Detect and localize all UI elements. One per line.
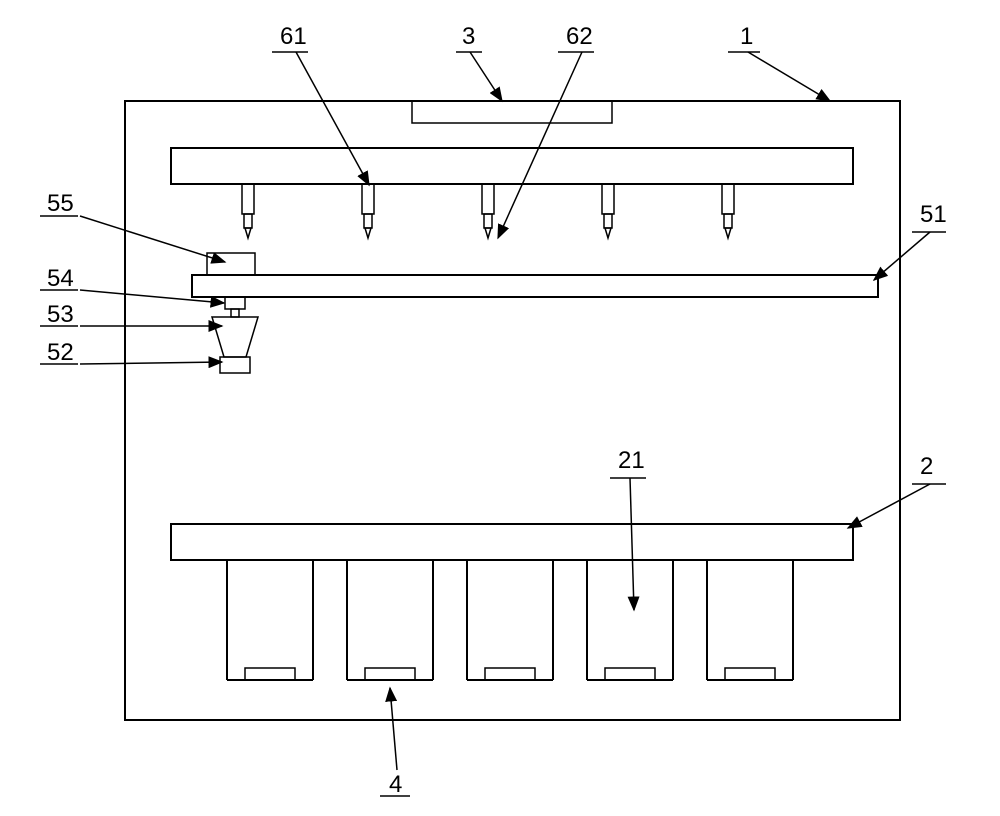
svg-text:53: 53 bbox=[47, 301, 74, 328]
svg-text:21: 21 bbox=[618, 447, 645, 474]
svg-text:61: 61 bbox=[280, 23, 307, 50]
callout-label: 3 bbox=[456, 23, 502, 101]
svg-text:1: 1 bbox=[740, 23, 753, 50]
svg-text:55: 55 bbox=[47, 190, 74, 217]
top-inset-bar bbox=[412, 101, 612, 123]
callout-label: 51 bbox=[874, 201, 947, 280]
callout-label: 21 bbox=[610, 447, 646, 610]
callout-label: 2 bbox=[848, 453, 946, 528]
dispenser bbox=[242, 184, 254, 238]
bin bbox=[467, 560, 553, 680]
dispenser bbox=[482, 184, 494, 238]
callout-label: 61 bbox=[272, 23, 369, 185]
callout-label: 62 bbox=[498, 23, 594, 238]
trapezoid bbox=[212, 317, 258, 357]
svg-text:4: 4 bbox=[389, 771, 402, 798]
svg-text:3: 3 bbox=[462, 23, 475, 50]
bin bbox=[227, 560, 313, 680]
technical-diagram: 61 3 62 1 55 51 54 53 52 21 2 4 bbox=[0, 0, 1000, 816]
svg-text:62: 62 bbox=[566, 23, 593, 50]
left-top-block bbox=[207, 253, 255, 275]
callout-label: 55 bbox=[40, 190, 225, 262]
callout-label: 52 bbox=[40, 339, 222, 366]
bin bbox=[347, 560, 433, 680]
post-block bbox=[225, 297, 245, 309]
callout-label: 4 bbox=[380, 688, 410, 798]
svg-text:2: 2 bbox=[920, 453, 933, 480]
callout-label: 1 bbox=[728, 23, 830, 101]
svg-text:51: 51 bbox=[920, 201, 947, 228]
small-base bbox=[220, 357, 250, 373]
bin bbox=[707, 560, 793, 680]
upper-bar bbox=[171, 148, 853, 184]
bin bbox=[587, 560, 673, 680]
lower-bar bbox=[171, 524, 853, 560]
mid-bar bbox=[192, 275, 878, 297]
dispenser bbox=[362, 184, 374, 238]
svg-text:54: 54 bbox=[47, 265, 74, 292]
post-small bbox=[231, 309, 239, 317]
dispenser bbox=[602, 184, 614, 238]
svg-text:52: 52 bbox=[47, 339, 74, 366]
dispenser bbox=[722, 184, 734, 238]
callout-label: 53 bbox=[40, 301, 222, 328]
